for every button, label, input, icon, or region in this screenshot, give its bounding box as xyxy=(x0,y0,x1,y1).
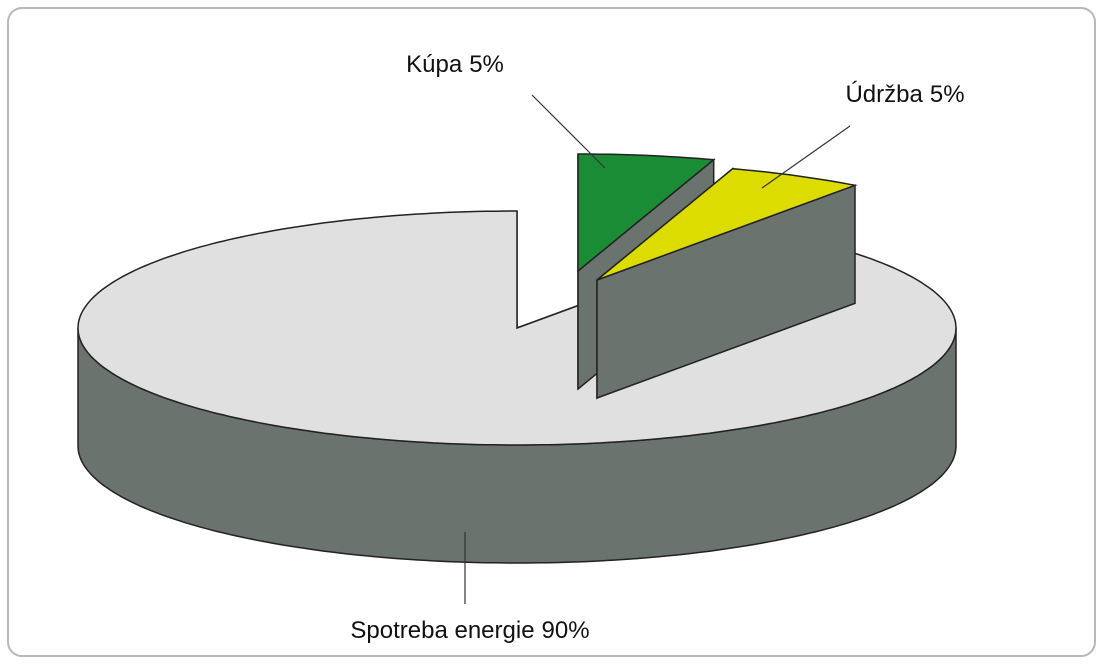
category-name: Spotreba energie xyxy=(350,617,534,644)
slice-label: Kúpa 5% xyxy=(406,51,504,78)
labels: Kúpa 5%Údržba 5%Spotreba energie 90% xyxy=(350,51,964,644)
slice-label: Údržba 5% xyxy=(845,81,964,108)
value-label: 5% xyxy=(930,81,965,108)
slice-label: Spotreba energie 90% xyxy=(350,617,589,644)
category-name: Údržba xyxy=(845,81,923,108)
category-name: Kúpa xyxy=(406,51,463,78)
pie-slice xyxy=(577,153,716,273)
value-label: 90% xyxy=(542,617,590,644)
leader-line xyxy=(531,94,606,169)
value-label: 5% xyxy=(469,51,504,78)
leader-line xyxy=(761,125,851,189)
pie-slice xyxy=(596,167,858,281)
pie xyxy=(77,153,957,564)
